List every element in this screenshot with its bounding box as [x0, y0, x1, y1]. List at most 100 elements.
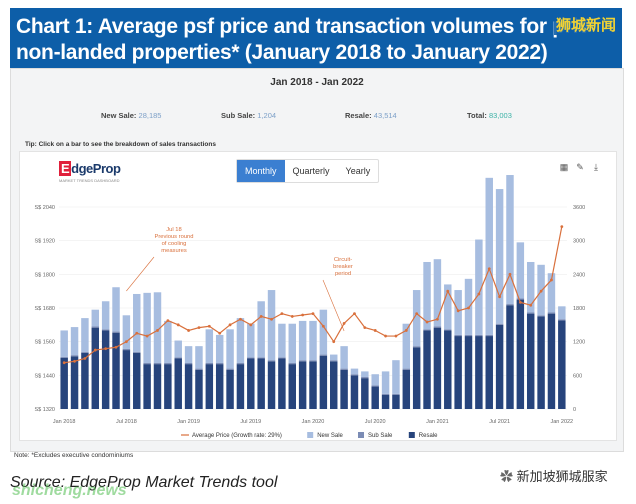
bar-sub-sale — [298, 360, 307, 362]
bar-new-sale — [516, 242, 525, 299]
left-axis-tick-label: S$ 1800 — [35, 272, 56, 278]
legend-swatch — [408, 432, 415, 438]
bar-new-sale — [205, 329, 214, 363]
bar-new-sale — [122, 315, 131, 349]
bar-resale — [350, 375, 359, 409]
bar-new-sale — [267, 290, 276, 361]
bar-new-sale — [184, 346, 193, 363]
stat-resale: Resale: 43,514 — [345, 111, 397, 120]
bar-new-sale — [371, 374, 379, 386]
bar-new-sale — [558, 306, 566, 320]
x-axis-tick-label: Jan 2018 — [53, 419, 76, 425]
grid-icon[interactable]: ▦ — [559, 162, 569, 172]
stat-new-sale: New Sale: 28,185 — [101, 111, 162, 120]
x-axis-tick-label: Jan 2021 — [426, 419, 449, 425]
bar-resale — [164, 364, 172, 409]
bar-sub-sale — [454, 334, 462, 337]
average-price-point — [104, 347, 108, 351]
bar-sub-sale — [423, 329, 431, 331]
bar-resale — [558, 320, 566, 409]
footnote: Note: *Excludes executive condominiums — [14, 452, 134, 459]
bar-new-sale — [402, 323, 411, 369]
average-price-point — [415, 312, 419, 316]
left-axis-tick-label: S$ 1920 — [35, 239, 56, 245]
bar-sub-sale — [485, 334, 493, 337]
average-price-point — [342, 322, 346, 325]
bar-resale — [195, 369, 203, 409]
bar-new-sale — [60, 330, 68, 357]
bar-resale — [267, 361, 276, 409]
average-price-point — [363, 326, 367, 330]
bar-resale — [153, 364, 162, 409]
edit-icon[interactable]: ✎ — [576, 162, 584, 172]
bar-sub-sale — [60, 356, 68, 358]
right-axis-tick-label: 3000 — [573, 239, 585, 245]
average-price-point — [404, 329, 408, 332]
x-axis-tick-label: Jul 2021 — [489, 419, 510, 425]
average-price-point — [124, 340, 128, 344]
bar-sub-sale — [184, 362, 193, 365]
bar-sub-sale — [537, 315, 545, 317]
tab-yearly[interactable]: Yearly — [345, 166, 371, 176]
bar-resale — [112, 332, 120, 409]
bar-resale — [174, 358, 182, 409]
average-price-point — [321, 324, 325, 328]
bar-new-sale — [454, 290, 462, 335]
bar-sub-sale — [371, 385, 379, 387]
average-price-point — [187, 329, 190, 332]
right-axis-tick-label: 1800 — [573, 306, 585, 312]
bar-new-sale — [101, 301, 110, 330]
bar-sub-sale — [247, 357, 255, 359]
left-axis-tick-label: S$ 1320 — [35, 407, 56, 413]
average-price-point — [259, 315, 263, 318]
bar-sub-sale — [257, 357, 265, 359]
bar-sub-sale — [412, 346, 421, 348]
average-price-point — [550, 278, 553, 282]
dashboard-panel: Jan 2018 - Jan 2022 New Sale: 28,185 Sub… — [10, 68, 624, 452]
bar-new-sale — [143, 292, 151, 363]
bar-resale — [402, 369, 411, 409]
average-price-point — [249, 323, 253, 327]
bar-new-sale — [288, 323, 296, 363]
bar-resale — [215, 364, 224, 409]
watermark-bottom-left: shicheng.news — [12, 482, 127, 499]
bar-new-sale — [381, 371, 390, 394]
bar-resale — [298, 361, 307, 409]
legend-label: Sub Sale — [368, 433, 393, 439]
right-axis-tick-label: 1200 — [573, 340, 585, 346]
annotation-text: Previous round — [155, 234, 194, 240]
bar-resale — [381, 394, 390, 409]
left-axis-tick-label: S$ 1440 — [35, 373, 56, 379]
average-price-point — [176, 323, 180, 327]
bar-new-sale — [195, 346, 203, 369]
bar-sub-sale — [143, 362, 151, 365]
average-price-point — [93, 348, 97, 352]
average-price-point — [197, 326, 201, 330]
stat-sub-sale: Sub Sale: 1,204 — [221, 111, 277, 120]
average-price-point — [156, 329, 159, 332]
bar-resale — [485, 336, 493, 409]
bar-sub-sale — [464, 334, 473, 337]
bar-resale — [454, 336, 462, 409]
bar-resale — [340, 369, 348, 409]
left-axis-tick-label: S$ 2040 — [35, 205, 56, 211]
average-price-point — [207, 324, 211, 328]
bar-resale — [319, 355, 328, 409]
bar-new-sale — [112, 287, 120, 332]
annotation-text: breaker — [333, 264, 353, 270]
bar-new-sale — [412, 290, 421, 347]
average-price-point — [436, 317, 439, 321]
download-icon[interactable]: ⤓ — [594, 162, 598, 172]
bar-resale — [475, 336, 483, 409]
average-price-point — [353, 312, 356, 316]
tab-monthly[interactable]: Monthly — [237, 160, 285, 182]
logo-subtitle: MARKET TRENDS DASHBOARD — [59, 178, 120, 183]
bar-new-sale — [433, 259, 442, 327]
bar-new-sale — [506, 175, 514, 305]
bar-resale — [547, 313, 556, 409]
bar-sub-sale — [350, 374, 359, 376]
bar-sub-sale — [288, 362, 296, 365]
tab-quarterly[interactable]: Quarterly — [292, 166, 330, 176]
bar-resale — [60, 357, 68, 409]
right-axis-tick-label: 600 — [573, 373, 582, 379]
